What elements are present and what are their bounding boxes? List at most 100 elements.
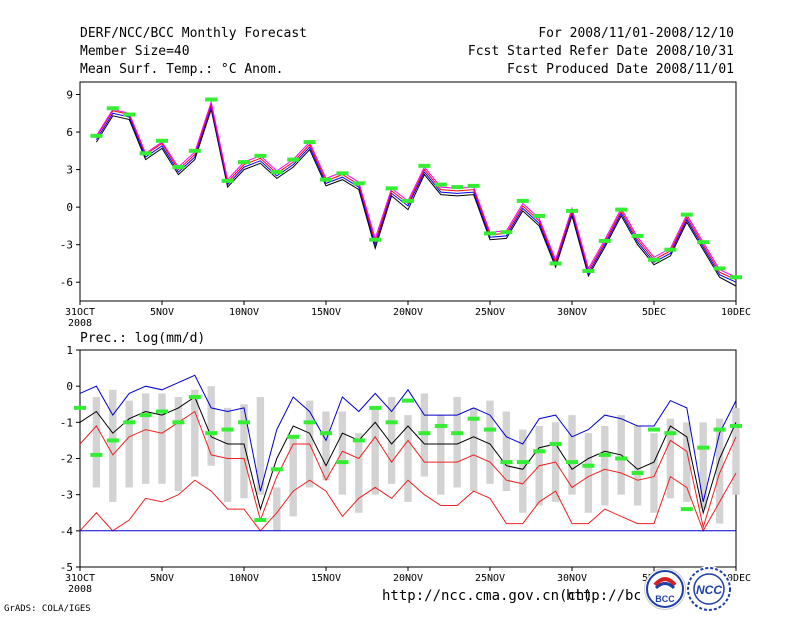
mean-marker: [713, 427, 726, 432]
spread-bar: [371, 407, 379, 495]
y-tick-label: -5: [60, 561, 73, 574]
mean-marker: [664, 431, 677, 436]
y-tick-label: -4: [60, 525, 74, 538]
x-tick-label: 5DEC: [642, 307, 666, 318]
x-tick-label: 31OCT: [65, 573, 95, 584]
series-line-ensemble-min: [95, 107, 737, 287]
mean-marker: [418, 163, 431, 168]
bcc-logo-text: BCC: [655, 594, 675, 604]
series-line-upper: [95, 100, 737, 278]
x-tick-label: 20NOV: [393, 307, 423, 318]
mean-marker: [369, 237, 382, 242]
temperature-label: Mean Surf. Temp.: °C Anom.: [80, 62, 284, 77]
mean-marker: [336, 460, 349, 465]
mean-marker: [238, 160, 250, 165]
mean-marker: [582, 268, 595, 273]
mean-marker: [549, 261, 562, 266]
mean-marker: [680, 507, 693, 512]
x-tick-label: 20NOV: [393, 573, 423, 584]
mean-marker: [320, 177, 332, 182]
mean-marker: [254, 517, 267, 522]
temperature-chart: -6 -3 0 3 6 9 31OCT 5NOV 10NOV 15NOV 20NOV 25NOV 30N…: [60, 81, 751, 329]
spread-bar: [207, 386, 215, 466]
mean-marker: [713, 266, 726, 271]
mean-marker: [549, 442, 562, 447]
mean-marker: [336, 171, 349, 176]
mean-marker: [451, 431, 464, 436]
spread-bar: [404, 415, 412, 502]
y-tick-label: -6: [60, 276, 73, 289]
mean-marker: [106, 106, 119, 111]
precip-title: Prec.: log(mm/d): [80, 331, 206, 346]
ncc-url: http://ncc.cma.gov.cn(ch): [382, 588, 593, 604]
mean-marker: [123, 112, 136, 117]
x-tick-label: 10DEC: [721, 307, 751, 318]
x-tick-label: 5NOV: [150, 573, 174, 584]
x-tick-label: 25NOV: [475, 573, 505, 584]
series-line-q-high: [79, 410, 737, 530]
mean-marker: [369, 405, 382, 410]
mean-marker: [320, 431, 332, 436]
mean-marker: [74, 405, 86, 410]
spread-bar: [437, 415, 445, 495]
mean-marker: [90, 133, 103, 138]
y-tick-label: 0: [66, 380, 73, 393]
spread-bar: [322, 411, 330, 481]
mean-marker: [467, 183, 480, 188]
spread-bar: [125, 400, 133, 488]
spread-bar: [715, 418, 724, 524]
bcc-url: http://bcc.cma.gov.cn(en): [566, 588, 640, 604]
ncc-logo-text: NCC: [696, 583, 722, 597]
plot-frame: [79, 81, 737, 302]
mean-marker: [516, 460, 529, 465]
mean-marker: [270, 170, 283, 175]
mean-marker: [270, 467, 283, 472]
mean-marker: [467, 416, 480, 421]
x-tick-label: 30NOV: [557, 307, 587, 318]
spread-bar: [568, 415, 576, 495]
mean-marker: [566, 460, 578, 465]
member-size: Member Size=40: [80, 44, 190, 59]
mean-marker: [106, 438, 119, 443]
spread-bar: [666, 418, 675, 499]
y-tick-label: -2: [60, 453, 73, 466]
x-tick-label: 31OCT: [65, 307, 95, 318]
mean-marker: [385, 420, 398, 425]
mean-marker: [90, 452, 103, 457]
mean-marker: [303, 420, 316, 425]
mean-marker: [156, 409, 168, 414]
x-tick-label: 25NOV: [475, 307, 505, 318]
spread-bar: [289, 436, 297, 517]
mean-marker: [139, 151, 152, 156]
spread-bar: [273, 487, 281, 531]
spread-bar: [92, 397, 101, 488]
series-line-median: [95, 102, 737, 281]
mean-marker: [730, 423, 742, 428]
mean-marker: [303, 140, 316, 145]
spread-bar: [732, 407, 740, 495]
spread-bar: [650, 433, 658, 513]
mean-marker: [287, 157, 300, 162]
year-label: 2008: [68, 584, 92, 595]
mean-marker: [221, 178, 234, 183]
mean-marker: [615, 456, 628, 461]
spread-bar: [699, 422, 707, 510]
mean-marker: [730, 275, 742, 280]
mean-marker: [680, 212, 693, 217]
series-line-lower: [95, 105, 737, 283]
mean-marker: [385, 186, 398, 191]
y-tick-label: -1: [60, 416, 73, 429]
mean-marker: [516, 198, 529, 203]
mean-marker: [156, 138, 168, 143]
spread-bar: [633, 425, 642, 506]
mean-marker: [188, 148, 201, 153]
spread-bar: [191, 389, 199, 477]
mean-marker: [287, 434, 300, 439]
mean-marker: [221, 427, 234, 432]
spread-bar: [141, 393, 150, 484]
mean-marker: [598, 452, 611, 457]
x-tick-label: 15NOV: [311, 573, 341, 584]
mean-marker: [418, 431, 431, 436]
mean-marker: [402, 398, 414, 403]
precipitation-chart: -5 -4 -3 -2 -1 0 1 31OCT 5NOV 10NOV 15NOV 20NOV 25NO…: [60, 344, 751, 595]
